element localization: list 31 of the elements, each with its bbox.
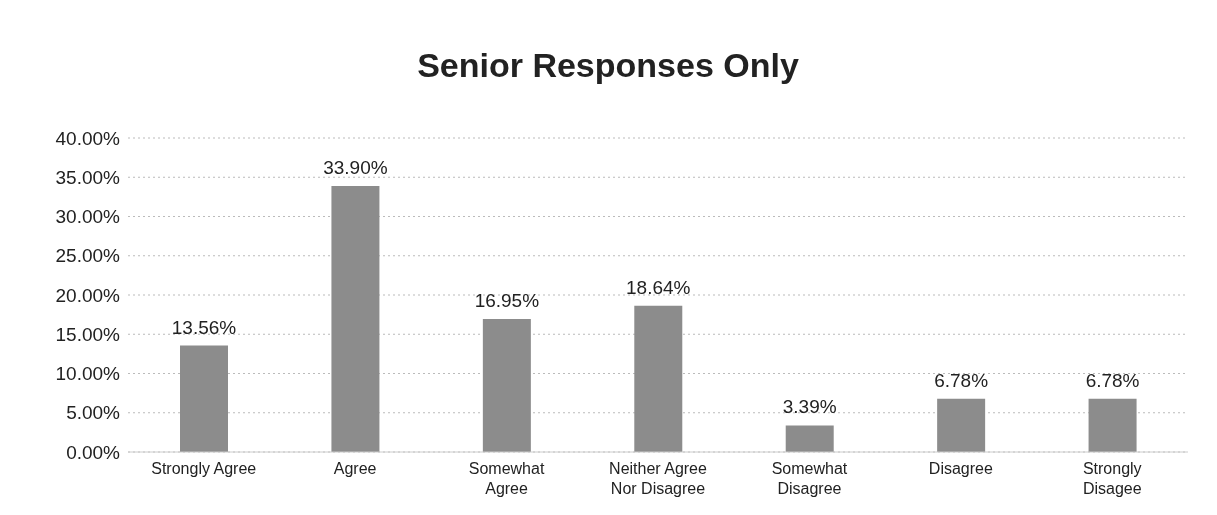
x-tick-label: Somewhat Agree (468, 460, 545, 497)
x-tick-label: Disagree (928, 460, 993, 477)
bar (1088, 398, 1137, 452)
y-tick-label: 25.00% (55, 245, 121, 267)
bar (785, 425, 834, 452)
data-label: 3.39% (782, 396, 837, 418)
bar (331, 185, 380, 452)
bar (937, 398, 986, 452)
y-tick-label: 20.00% (55, 284, 121, 306)
data-label: 18.64% (626, 276, 691, 298)
x-tick-label: Strongly Disagee (1082, 460, 1142, 497)
data-label: 16.95% (474, 289, 540, 311)
y-tick-label: 0.00% (66, 441, 121, 463)
x-tick-label: Neither Agree Nor Disagree (609, 460, 708, 497)
x-tick-label: Strongly Agree (151, 460, 257, 477)
data-label: 6.78% (934, 369, 989, 391)
y-tick-label: 15.00% (55, 323, 121, 345)
x-tick-label: Agree (333, 460, 377, 477)
data-label: 6.78% (1085, 369, 1140, 391)
bar (482, 318, 531, 452)
bar (180, 345, 228, 452)
y-tick-label: 10.00% (55, 363, 121, 385)
y-tick-label: 30.00% (55, 206, 121, 228)
x-tick-label: Somewhat Disagree (771, 460, 848, 497)
y-tick-label: 40.00% (55, 127, 121, 149)
data-label: 33.90% (323, 156, 388, 178)
chart-title: Senior Responses Only (416, 45, 800, 86)
y-tick-label: 5.00% (66, 402, 121, 424)
y-tick-label: 35.00% (55, 166, 121, 188)
bar (634, 305, 683, 452)
data-label: 13.56% (171, 316, 237, 338)
